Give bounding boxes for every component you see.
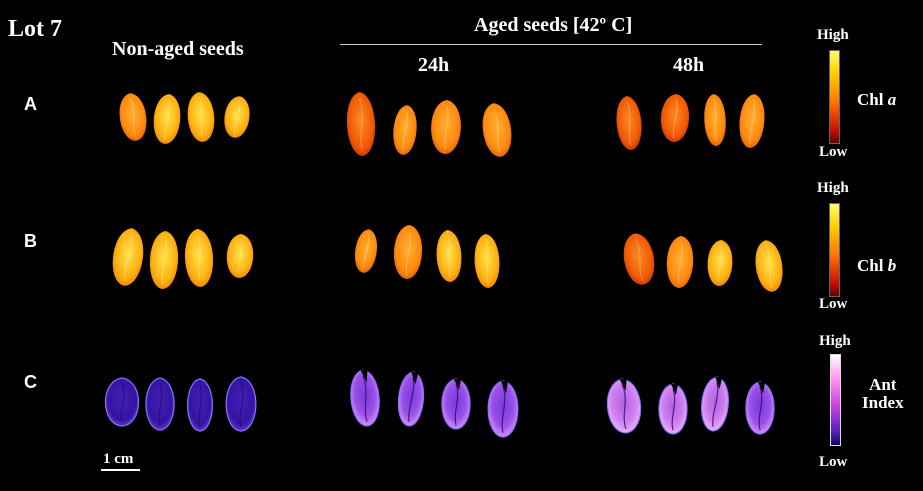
row-label-c: C [24,372,37,392]
row-label-b: B [24,231,37,251]
chl-a-high-label: High [817,27,849,43]
row-label-a: A [24,94,37,114]
seed [187,378,213,432]
seed [145,377,175,431]
seed [436,230,462,282]
chl-a-low-label: Low [819,144,848,160]
seed [350,369,380,427]
col-48h-header: 48h [673,54,705,76]
scale-bar-label: 1 cm [103,451,134,467]
seed [666,236,694,288]
aged-header-divider [340,44,762,45]
seed [393,225,422,279]
seed [397,371,425,427]
ant-line1: Ant [869,375,897,394]
seed [658,383,688,435]
seed [354,229,377,273]
seed [153,94,181,144]
seed [149,231,178,289]
chl-b-name: Chl [857,256,884,275]
non-aged-header: Non-aged seeds [112,38,244,60]
chl-b-legend-title: Chl b [857,256,896,276]
seed [187,92,215,142]
ant-low-label: Low [819,454,848,470]
seed [755,240,783,292]
seed [616,96,642,150]
scale-bar [101,469,140,471]
seed [104,377,140,427]
seed [225,376,257,432]
ant-high-label: High [819,333,851,349]
seed [224,96,250,138]
seed [347,92,376,156]
chl-b-low-label: Low [819,296,848,312]
seed [482,103,512,157]
seed [606,378,642,434]
col-24h-header: 24h [418,54,450,76]
seed [441,378,471,430]
seed [112,228,144,286]
seed [739,94,765,148]
seed [623,233,655,285]
chl-a-name: Chl [857,90,884,109]
chl-b-var: b [887,256,897,275]
seed [474,234,500,288]
ant-line2: Index [862,393,904,412]
chl-a-legend-title: Chl a [857,90,896,110]
chl-b-colorbar [829,203,840,297]
seed [431,100,461,154]
seed [704,94,726,146]
chl-b-high-label: High [817,180,849,196]
seed [226,234,254,278]
chl-a-var: a [887,90,897,109]
seed [701,376,729,432]
ant-colorbar [830,354,841,446]
lot-label: Lot 7 [8,16,62,42]
chl-a-colorbar [829,50,840,144]
seed [393,105,417,155]
ant-legend-title: Ant Index [862,376,904,412]
seed [185,229,214,287]
aged-header: Aged seeds [42º C] [474,14,633,36]
seed [660,94,689,142]
seed [707,240,733,286]
seed [487,380,519,438]
seed [119,93,147,141]
seed [745,381,775,435]
